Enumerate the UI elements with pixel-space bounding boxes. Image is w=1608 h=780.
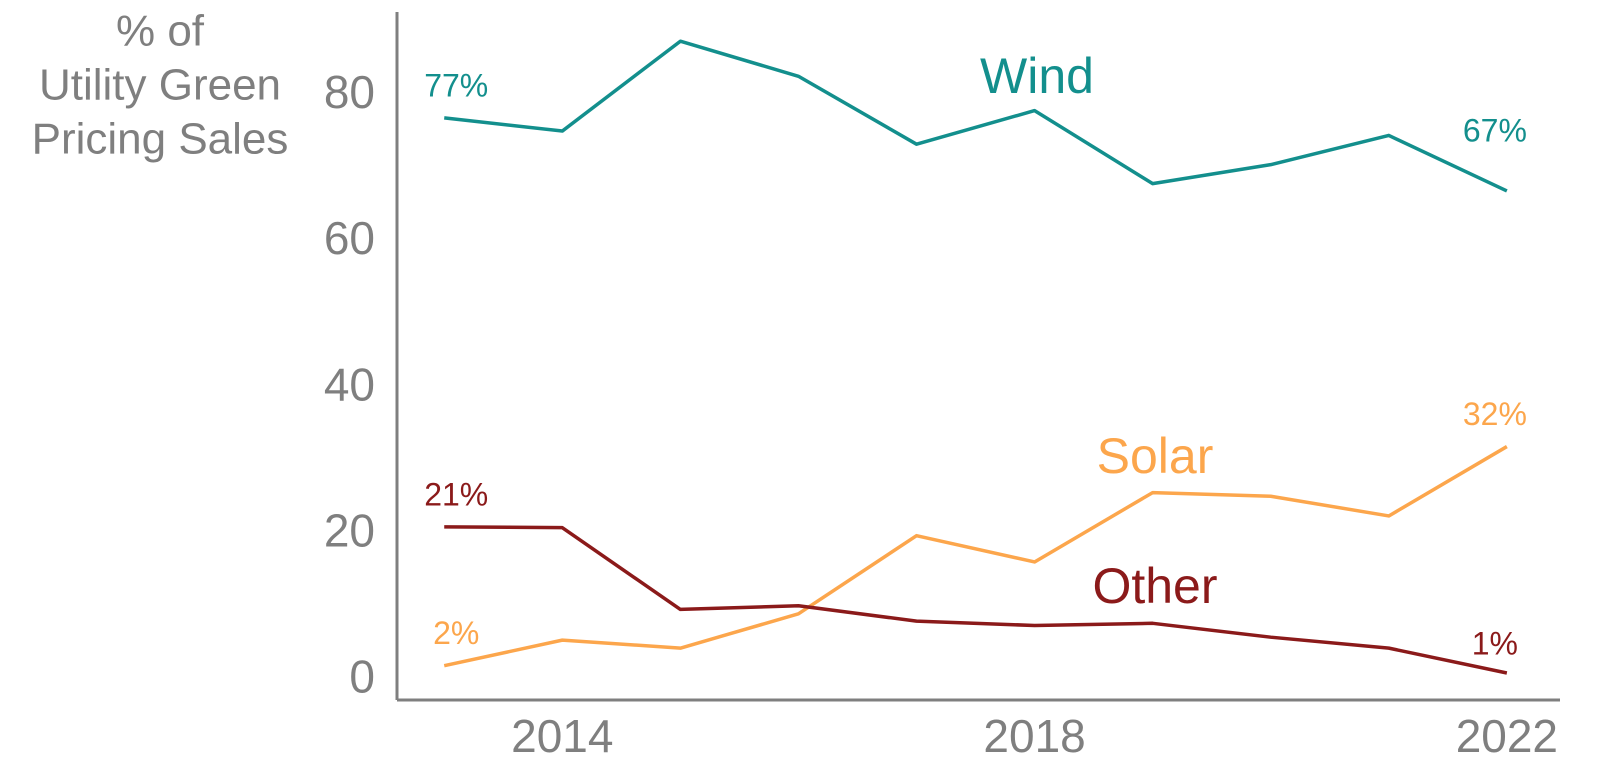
series-line	[444, 525, 1508, 675]
data-label: 21%	[424, 476, 488, 512]
series-name: Wind	[980, 48, 1094, 104]
y-tick-label: 40	[324, 358, 375, 410]
data-label: 77%	[424, 67, 488, 103]
series-line	[444, 39, 1508, 193]
y-tick-label: 60	[324, 212, 375, 264]
y-axis-label: Utility Green	[39, 61, 281, 110]
y-axis-label: % of	[116, 7, 205, 56]
x-tick-label: 2022	[1456, 710, 1558, 762]
x-tick-label: 2014	[511, 710, 613, 762]
series-name: Solar	[1097, 428, 1214, 484]
data-label: 32%	[1463, 396, 1527, 432]
series-line	[443, 445, 1508, 668]
data-label: 67%	[1463, 112, 1527, 148]
y-tick-label: 20	[324, 504, 375, 556]
data-label: 1%	[1472, 625, 1518, 661]
data-label: 2%	[433, 615, 479, 651]
y-axis-label: Pricing Sales	[32, 115, 289, 164]
series-name: Other	[1092, 558, 1217, 614]
x-tick-label: 2018	[983, 710, 1085, 762]
y-tick-label: 80	[324, 66, 375, 118]
y-tick-label: 0	[349, 650, 375, 702]
